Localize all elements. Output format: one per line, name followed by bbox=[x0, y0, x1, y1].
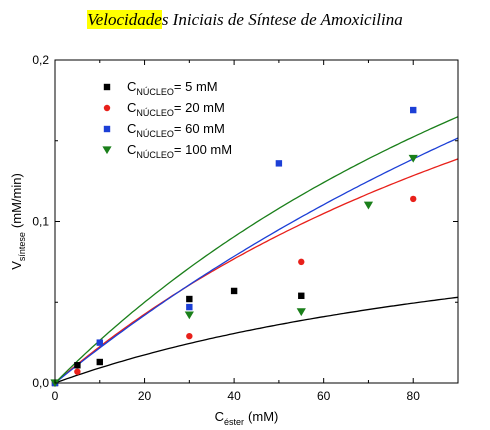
chart-title-highlighted: Velocidade bbox=[87, 10, 162, 29]
x-tick-label: 60 bbox=[317, 389, 331, 403]
fit-curve-60-mm bbox=[55, 137, 458, 383]
data-point bbox=[96, 339, 103, 346]
legend-entry: CNÚCLEO= 100 mM bbox=[127, 142, 232, 160]
x-tick-label: 40 bbox=[227, 389, 241, 403]
axis-ticks: 0 20 40 60 80 0,0 0,1 0,2 bbox=[32, 53, 458, 403]
y-tick-label: 0,1 bbox=[32, 215, 49, 229]
data-point bbox=[363, 201, 374, 210]
fit-curves bbox=[55, 116, 458, 383]
chart-title: Velocidades Iniciais de Síntese de Amoxi… bbox=[0, 10, 490, 30]
data-point bbox=[74, 368, 81, 375]
x-axis-title-unit: (mM) bbox=[248, 409, 278, 424]
y-axis-title-unit: (mM/min) bbox=[9, 173, 24, 228]
data-point bbox=[186, 303, 193, 311]
data-point bbox=[298, 258, 305, 266]
fit-curve-100-mm bbox=[55, 116, 458, 383]
chart-title-rest: s Iniciais de Síntese de Amoxicilina bbox=[161, 10, 403, 29]
x-tick-label: 80 bbox=[407, 389, 421, 403]
legend-marker bbox=[103, 83, 111, 91]
y-axis-title: Vsíntese (mM/min) bbox=[9, 173, 27, 270]
data-point bbox=[184, 311, 194, 320]
legend-marker bbox=[103, 104, 111, 112]
x-tick-label: 0 bbox=[52, 389, 59, 403]
data-point bbox=[186, 295, 193, 303]
y-axis-title-main: V bbox=[9, 261, 24, 270]
y-axis-title-subscript: síntese bbox=[17, 232, 27, 261]
data-point bbox=[186, 332, 193, 340]
data-point bbox=[408, 154, 418, 163]
data-point bbox=[74, 362, 81, 369]
legend: CNÚCLEO= 5 mM CNÚCLEO= 20 mM CNÚCLEO= 60 m… bbox=[102, 79, 232, 160]
x-axis-title-subscript: éster bbox=[224, 417, 244, 427]
y-tick-label: 0,2 bbox=[32, 53, 49, 67]
legend-marker bbox=[102, 146, 112, 155]
x-tick-label: 20 bbox=[138, 389, 152, 403]
data-point bbox=[410, 106, 417, 114]
legend-entry: CNÚCLEO= 5 mM bbox=[127, 79, 218, 97]
legend-marker bbox=[103, 125, 111, 133]
legend-entry: CNÚCLEO= 60 mM bbox=[127, 121, 225, 139]
x-axis-title: Céster (mM) bbox=[215, 409, 279, 427]
y-tick-label: 0,0 bbox=[32, 376, 49, 390]
data-point bbox=[298, 292, 305, 299]
x-axis-title-main: C bbox=[215, 409, 224, 424]
legend-entry: CNÚCLEO= 20 mM bbox=[127, 100, 225, 118]
fit-curve-5-mm bbox=[55, 296, 458, 383]
data-point bbox=[296, 308, 306, 317]
fit-curve-20-mm bbox=[55, 158, 458, 383]
data-point bbox=[96, 358, 103, 366]
data-point bbox=[230, 287, 238, 295]
data-point bbox=[275, 160, 283, 167]
data-point bbox=[410, 195, 417, 203]
